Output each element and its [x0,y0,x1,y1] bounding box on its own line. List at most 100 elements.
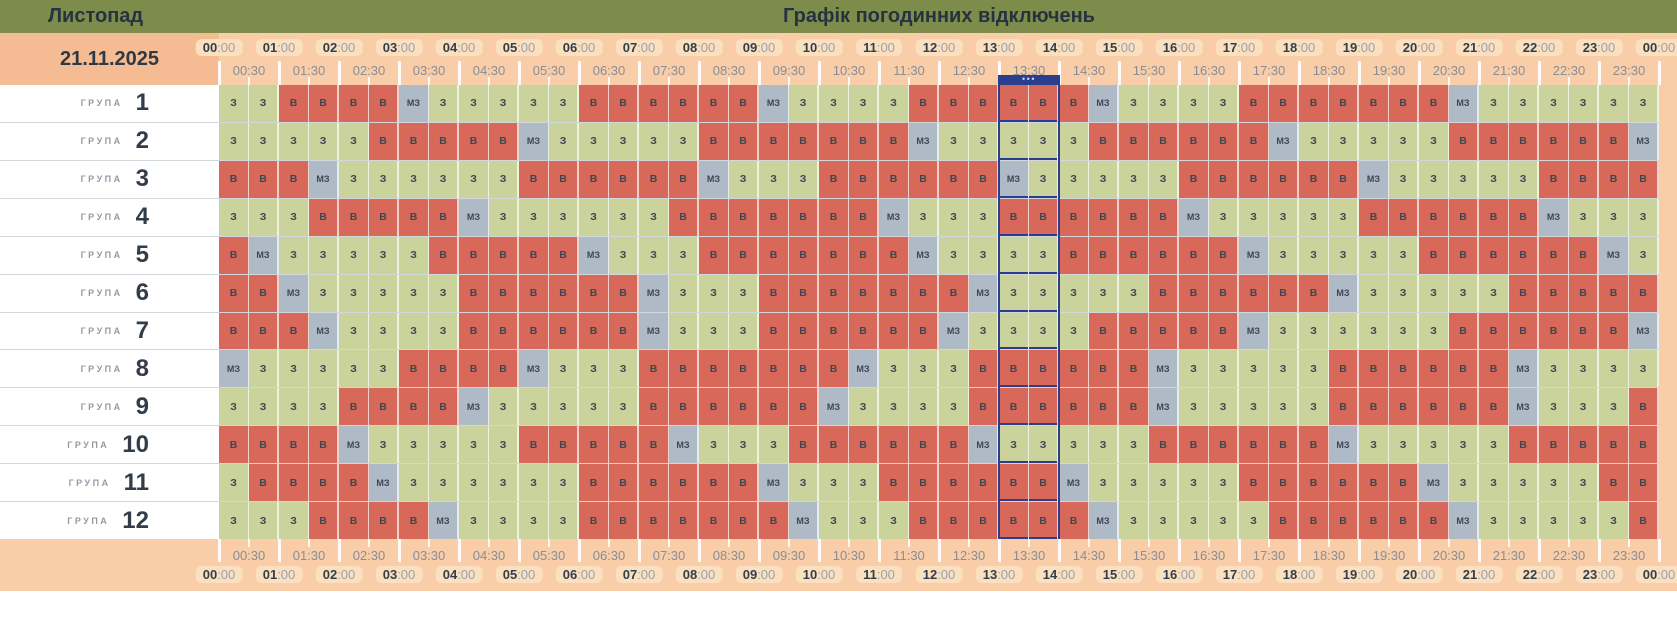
slot-cell: В [1179,426,1209,464]
slot-cell: З [1059,312,1089,350]
hour-label: 22:00 [1515,566,1563,583]
slot-cell: В [759,350,789,388]
slot-cell: В [909,85,939,122]
slot-cell: В [729,502,759,540]
slot-cell: В [1629,274,1659,312]
slot-cell: З [609,350,639,388]
hour-label: 05:00 [495,566,543,583]
slot-cell: З [549,198,579,236]
group-label-cell: ГРУПА 6 [0,274,219,312]
slot-cell: З [309,122,339,160]
slot-cell: В [1569,236,1599,274]
slot-cell: В [219,274,249,312]
slot-cell: В [1599,464,1629,502]
hour-label: 07:00 [615,39,663,56]
slot-cell: В [279,312,309,350]
hour-label: 09:00 [735,566,783,583]
slot-cell: В [1179,160,1209,198]
slot-cell: З [1599,502,1629,540]
slot-cell: МЗ [879,198,909,236]
slot-cell: В [489,122,519,160]
hour-label: 10:00 [795,566,843,583]
slot-cell: В [1389,85,1419,122]
hour-label: 09:00 [735,39,783,56]
slot-cell: В [309,464,339,502]
slot-cell: В [1089,388,1119,426]
slot-cell: З [1539,502,1569,540]
slot-cell: В [1269,85,1299,122]
slot-cell: В [669,85,699,122]
slot-cell: З [459,160,489,198]
slot-cell: В [879,426,909,464]
slot-cell: В [879,236,909,274]
hour-label: 13:00 [975,566,1023,583]
slot-cell: В [1029,464,1059,502]
slot-cell: В [1359,85,1389,122]
slot-cell: В [1269,274,1299,312]
slot-cell: З [1059,122,1089,160]
slot-cell: В [1539,236,1569,274]
slot-cell: В [639,502,669,540]
slot-cell: З [1569,502,1599,540]
slot-cell: З [1029,312,1059,350]
slot-cell: В [1329,464,1359,502]
slot-cell: З [549,388,579,426]
slot-cell: З [909,198,939,236]
half-hour-label: 16:30 [1192,63,1226,78]
top-bar: Листопад Графік погодинних відключень [0,0,1677,33]
slot-cell: В [1449,198,1479,236]
group-label: ГРУПА [80,401,123,412]
slot-cell: З [519,502,549,540]
half-hour-tick [1268,77,1270,85]
slot-cell: В [429,122,459,160]
slot-cell: В [429,350,459,388]
slot-cell: В [699,464,729,502]
slot-cell: В [759,236,789,274]
hour-tick [878,61,881,85]
slot-cell: З [1599,350,1629,388]
half-hour-label: 13:30 [1012,63,1046,78]
slot-cell: З [1149,464,1179,502]
slot-cell: В [729,350,759,388]
slot-cell: З [669,236,699,274]
slot-cell: В [549,236,579,274]
slot-cell: В [459,312,489,350]
hour-label: 18:00 [1275,566,1323,583]
half-hour-label: 15:30 [1132,548,1166,563]
slot-cell: З [849,502,879,540]
slot-cell: В [579,312,609,350]
half-hour-label: 15:30 [1132,63,1166,78]
half-hour-tick [1028,539,1030,547]
half-hour-label: 17:30 [1252,63,1286,78]
slot-cell: В [699,122,729,160]
slot-cell: В [789,236,819,274]
slot-cell: В [669,502,699,540]
hour-tick [338,539,341,562]
slot-cell: В [1359,502,1389,540]
half-hour-tick [488,539,490,547]
slot-cell: В [1059,350,1089,388]
half-hour-label: 05:30 [532,63,566,78]
slot-cell: З [519,388,549,426]
half-hour-tick [1328,77,1330,85]
slot-cell: В [309,426,339,464]
group-number: 7 [135,316,149,344]
slot-cell: З [1479,502,1509,540]
hour-label: 04:00 [435,566,483,583]
half-hour-label: 09:30 [772,63,806,78]
current-slot-right-border [1058,75,1060,539]
slot-cell: В [669,198,699,236]
hour-label: 23:00 [1575,566,1623,583]
slot-cell: В [1239,464,1269,502]
slot-cell: З [1239,502,1269,540]
hour-label: 01:00 [255,566,303,583]
slot-cell: В [849,426,879,464]
half-hour-tick [788,77,790,85]
slot-cell: В [699,350,729,388]
slot-cell: В [849,236,879,274]
slot-cell: З [489,160,519,198]
slot-cell: МЗ [969,426,999,464]
slot-cell: МЗ [1449,502,1479,540]
slot-cell: З [399,426,429,464]
